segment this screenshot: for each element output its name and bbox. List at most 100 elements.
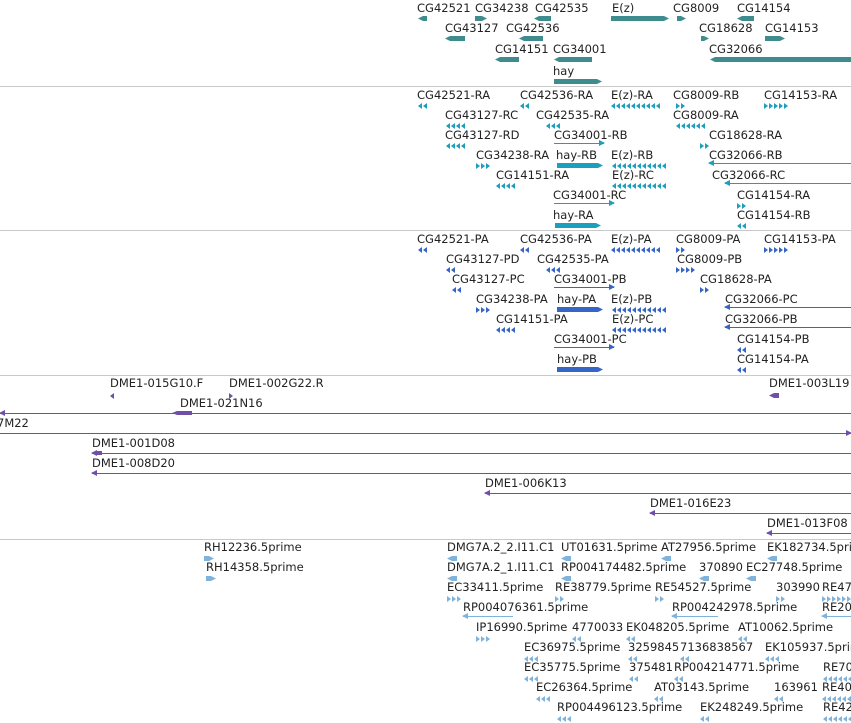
feature-label[interactable]: CG34238 (475, 1, 529, 15)
feature-label[interactable]: DME1-001D08 (92, 436, 175, 450)
feature-label[interactable]: AT10062.5prime (738, 620, 834, 634)
feature-label[interactable]: CG32066-RC (712, 168, 786, 182)
feature-label[interactable]: 375481 (629, 660, 673, 674)
feature-label[interactable]: CG14153-RA (764, 88, 838, 102)
feature-glyph[interactable] (654, 696, 666, 702)
feature-glyph[interactable] (555, 223, 601, 228)
feature-glyph[interactable] (737, 16, 754, 21)
feature-glyph[interactable] (765, 656, 781, 662)
feature-label[interactable]: CG34001-RB (554, 128, 628, 142)
feature-glyph[interactable] (767, 556, 777, 561)
feature-label[interactable]: CG34001-PC (554, 332, 627, 346)
feature-glyph[interactable] (676, 247, 685, 253)
feature-glyph[interactable] (476, 307, 490, 313)
feature-glyph[interactable] (629, 676, 641, 682)
feature-glyph[interactable] (519, 36, 543, 41)
feature-label[interactable]: RP004242978.5prime (672, 600, 798, 614)
feature-glyph[interactable] (476, 636, 492, 642)
feature-label[interactable]: RE40 (822, 680, 851, 694)
feature-label[interactable]: IP16990.5prime (476, 620, 568, 634)
feature-glyph[interactable] (446, 123, 468, 129)
feature-label[interactable]: CG14153 (765, 21, 819, 35)
feature-glyph[interactable] (476, 163, 490, 169)
feature-glyph[interactable] (554, 57, 592, 62)
feature-glyph[interactable] (655, 596, 665, 602)
feature-glyph[interactable] (452, 287, 461, 293)
feature-glyph[interactable] (446, 143, 465, 149)
feature-label[interactable]: CG8009-RB (673, 88, 740, 102)
feature-glyph[interactable] (700, 716, 712, 722)
feature-label[interactable]: RE42 (823, 700, 851, 714)
feature-label[interactable]: EC27748.5prime (746, 560, 843, 574)
feature-label[interactable]: CG42535-PA (537, 252, 609, 266)
feature-glyph[interactable] (611, 103, 660, 109)
feature-label[interactable]: hay (553, 64, 575, 78)
feature-label[interactable]: CG34238-PA (476, 292, 548, 306)
feature-glyph[interactable] (110, 393, 114, 399)
feature-label[interactable]: CG14154-RB (737, 208, 811, 222)
feature-label[interactable]: CG43127-RD (445, 128, 520, 142)
feature-label[interactable]: EC36975.5prime (524, 640, 621, 654)
feature-label[interactable]: CG42521 (417, 1, 471, 15)
feature-glyph[interactable] (737, 223, 747, 229)
feature-label[interactable]: hay-PB (557, 352, 597, 366)
feature-glyph[interactable] (447, 556, 457, 561)
feature-glyph[interactable] (708, 160, 851, 166)
feature-glyph[interactable] (680, 656, 692, 662)
feature-label[interactable]: CG14154 (737, 1, 791, 15)
feature-label[interactable]: CG14154-RA (737, 188, 811, 202)
feature-glyph[interactable] (557, 367, 603, 372)
feature-label[interactable]: CG18628 (699, 21, 753, 35)
feature-label[interactable]: E(z) (612, 1, 635, 15)
feature-glyph[interactable] (671, 613, 718, 619)
feature-label[interactable]: 7M22 (0, 416, 29, 430)
feature-glyph[interactable] (738, 636, 750, 642)
feature-glyph[interactable] (534, 16, 551, 21)
feature-glyph[interactable] (555, 596, 567, 602)
feature-glyph[interactable] (710, 57, 851, 62)
feature-label[interactable]: CG34238-RA (476, 148, 550, 162)
feature-label[interactable]: CG14154-PA (737, 352, 809, 366)
feature-glyph[interactable] (611, 247, 660, 253)
feature-glyph[interactable] (229, 393, 233, 399)
feature-label[interactable]: RH14358.5prime (206, 560, 304, 574)
feature-label[interactable]: E(z)-RA (611, 88, 653, 102)
feature-glyph[interactable] (524, 676, 538, 682)
feature-glyph[interactable] (699, 576, 709, 581)
feature-glyph[interactable] (628, 656, 640, 662)
feature-label[interactable]: CG18628-RA (709, 128, 783, 142)
feature-glyph[interactable] (737, 347, 747, 353)
feature-label[interactable]: CG42521-PA (417, 232, 489, 246)
feature-glyph[interactable] (821, 613, 851, 619)
feature-label[interactable]: CG42536-PA (520, 232, 592, 246)
feature-glyph[interactable] (206, 576, 216, 581)
feature-label[interactable]: DME1-013F08 (767, 516, 848, 530)
feature-glyph[interactable] (737, 367, 747, 373)
feature-glyph[interactable] (418, 103, 427, 109)
feature-glyph[interactable] (766, 530, 851, 536)
feature-label[interactable]: CG14153-PA (764, 232, 836, 246)
feature-label[interactable]: RP004174482.5prime (561, 560, 687, 574)
feature-label[interactable]: CG32066-PC (725, 292, 798, 306)
feature-label[interactable]: EK182734.5prime (767, 540, 851, 554)
feature-glyph[interactable] (554, 284, 615, 290)
feature-glyph[interactable] (91, 450, 851, 456)
feature-label[interactable]: hay-PA (557, 292, 597, 306)
feature-label[interactable]: 163961 (774, 680, 818, 694)
feature-label[interactable]: DME1-016E23 (650, 496, 732, 510)
feature-label[interactable]: RE47 (822, 580, 851, 594)
feature-glyph[interactable] (484, 490, 851, 496)
feature-label[interactable]: RH12236.5prime (204, 540, 302, 554)
feature-label[interactable]: DME1-002G22.R (229, 376, 324, 390)
feature-label[interactable]: 370890 (699, 560, 743, 574)
feature-label[interactable]: CG42521-RA (417, 88, 491, 102)
feature-glyph[interactable] (0, 430, 851, 436)
feature-label[interactable]: RE38779.5prime (555, 580, 652, 594)
feature-label[interactable]: DME1-006K13 (485, 476, 567, 490)
feature-label[interactable]: EC26364.5prime (536, 680, 633, 694)
feature-glyph[interactable] (764, 103, 788, 109)
feature-glyph[interactable] (661, 556, 671, 561)
feature-label[interactable]: hay-RA (553, 208, 594, 222)
feature-label[interactable]: CG43127 (445, 21, 499, 35)
feature-glyph[interactable] (496, 183, 518, 189)
